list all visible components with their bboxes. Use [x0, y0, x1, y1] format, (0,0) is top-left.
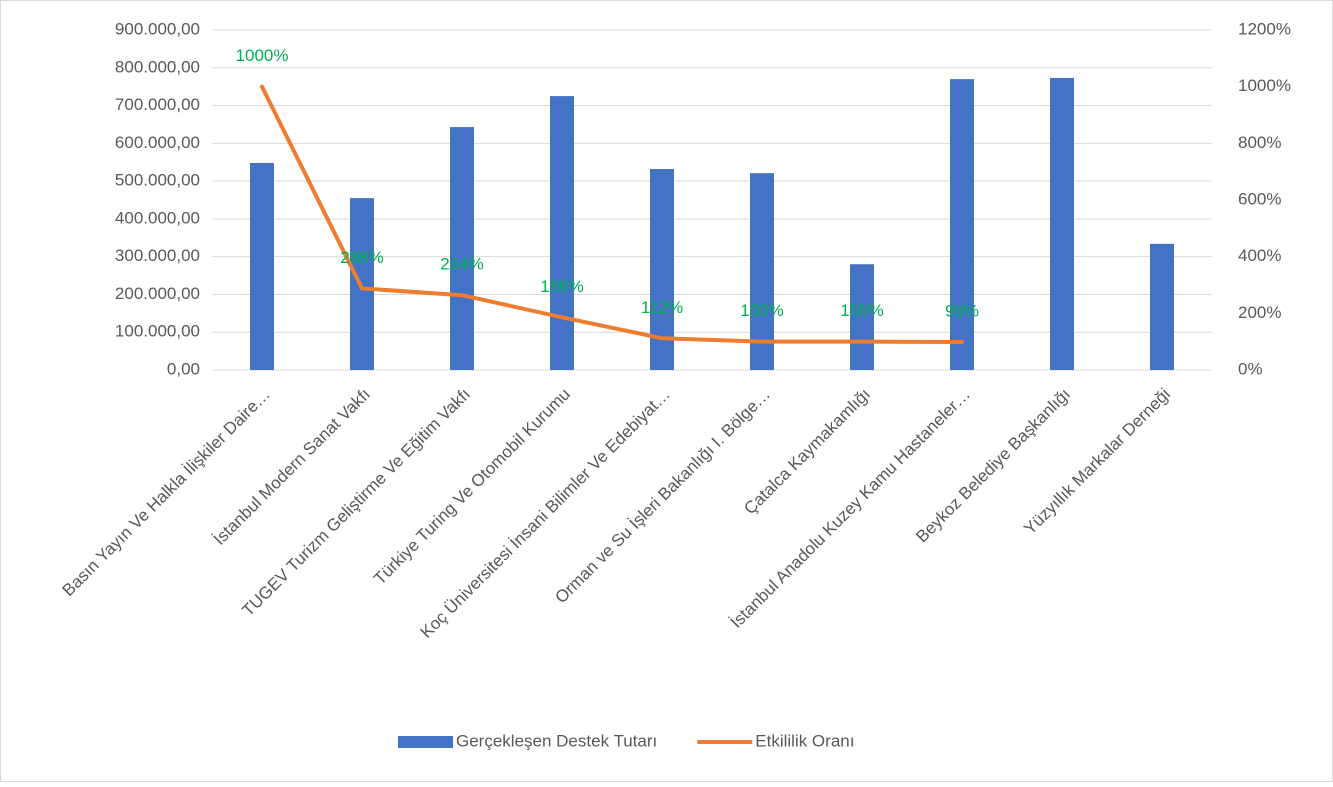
bar: [1050, 77, 1074, 370]
y-tick-label: 0,00: [167, 359, 200, 378]
y-tick-label: 600.000,00: [115, 133, 200, 152]
y2-tick-label: 800%: [1238, 133, 1281, 152]
bar: [950, 79, 974, 370]
y-tick-label: 500.000,00: [115, 171, 200, 190]
data-label: 99%: [945, 301, 979, 320]
y-tick-label: 900.000,00: [115, 19, 200, 38]
y2-tick-label: 200%: [1238, 303, 1281, 322]
y-tick-label: 200.000,00: [115, 284, 200, 303]
data-label: 264%: [440, 255, 483, 274]
bar: [750, 173, 774, 370]
y-tick-label: 100.000,00: [115, 322, 200, 341]
bar: [450, 127, 474, 370]
y2-tick-label: 1200%: [1238, 19, 1291, 38]
line: [260, 84, 964, 344]
data-label: 100%: [740, 301, 783, 320]
y-tick-label: 800.000,00: [115, 57, 200, 76]
y2-tick-label: 1000%: [1238, 76, 1291, 95]
bar: [550, 96, 574, 370]
y2-tick-label: 400%: [1238, 246, 1281, 265]
legend-label: Etkililik Oranı: [755, 731, 854, 750]
legend-swatch: [398, 736, 453, 748]
data-label: 186%: [540, 277, 583, 296]
y-tick-label: 300.000,00: [115, 246, 200, 265]
data-label: 1000%: [236, 46, 289, 65]
y2-tick-label: 600%: [1238, 189, 1281, 208]
y-tick-label: 700.000,00: [115, 95, 200, 114]
bar: [1150, 243, 1174, 370]
bar: [850, 264, 874, 370]
data-label: 100%: [840, 301, 883, 320]
data-label: 288%: [340, 248, 383, 267]
legend-label: Gerçekleşen Destek Tutarı: [456, 731, 657, 750]
bar: [250, 162, 274, 370]
data-label: 112%: [641, 298, 683, 317]
y-tick-label: 400.000,00: [115, 208, 200, 227]
y2-tick-label: 0%: [1238, 359, 1263, 378]
